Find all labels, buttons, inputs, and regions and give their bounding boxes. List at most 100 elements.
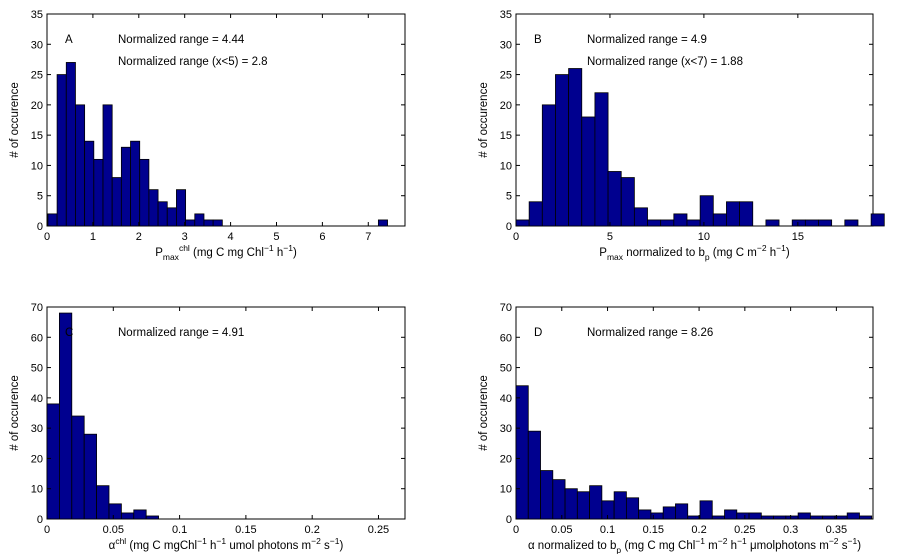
histogram-bar: [739, 201, 754, 227]
y-tick-label: 30: [500, 39, 512, 51]
x-axis-label: α normalized to bp (mg C mg Chl−1 m−2 h−…: [528, 536, 861, 554]
histogram-bar: [564, 488, 578, 520]
histogram-bar: [785, 515, 799, 520]
y-tick-label: 0: [506, 221, 512, 233]
y-tick-label: 20: [500, 453, 512, 465]
x-tick-label: 3: [182, 231, 188, 243]
panel-letter: B: [534, 34, 542, 46]
histogram-bar: [804, 219, 819, 227]
panel-d: 0 10 20 30 40 50 60 70 0 0.05 0.1 0.15 0.2 0.25 0.3 0.3…: [478, 302, 874, 554]
y-tick-label: 5: [506, 191, 512, 203]
x-tick-label: 4: [228, 231, 234, 243]
histogram-bar: [594, 92, 609, 227]
histogram-bar: [687, 515, 701, 520]
x-tick-label: 0.2: [305, 524, 320, 536]
y-tick-label: 10: [500, 160, 512, 172]
x-tick-label: 0: [44, 231, 50, 243]
y-axis-label: # of occurence: [9, 375, 21, 450]
panel-c: 0 10 20 30 40 50 60 70 0 0.05 0.1 0.15 0.2 0.25 C Norma…: [9, 302, 406, 552]
histogram-bar: [515, 385, 529, 520]
histogram-bar: [108, 503, 122, 520]
panel-letter: A: [65, 34, 73, 46]
histogram-bar: [699, 500, 713, 520]
x-tick-label: 0: [513, 231, 519, 243]
x-tick-label: 0: [513, 524, 519, 536]
x-tick-label: 0.2: [691, 524, 706, 536]
histogram-bar: [589, 485, 603, 520]
histogram-bar: [675, 503, 689, 520]
x-tick-label: 0.15: [643, 524, 664, 536]
histogram-bar: [47, 213, 58, 227]
histogram-bar: [613, 491, 627, 520]
y-tick-label: 20: [500, 100, 512, 112]
histogram-bar: [84, 140, 95, 227]
histogram-bar: [139, 158, 150, 227]
histogram-bar: [377, 219, 388, 227]
y-tick-label: 0: [37, 514, 43, 526]
histogram-bar: [686, 219, 701, 227]
histogram-bar: [712, 213, 727, 227]
y-tick-label: 70: [31, 302, 43, 314]
x-tick-label: 0.05: [551, 524, 572, 536]
panel-letter: D: [534, 327, 542, 339]
normalized-range-annotation: Normalized range = 4.91: [118, 327, 244, 339]
histogram-bar: [65, 62, 76, 227]
y-tick-label: 0: [37, 221, 43, 233]
histogram-bar: [515, 219, 530, 227]
y-axis-label: # of occurence: [9, 82, 21, 157]
histogram-bar: [844, 219, 859, 227]
y-tick-label: 60: [31, 332, 43, 344]
histogram-bar: [157, 201, 168, 227]
histogram-bar: [552, 479, 566, 520]
y-tick-label: 30: [31, 423, 43, 435]
x-axis-label: Pmaxchl (mg C mg Chl−1 h−1): [155, 243, 297, 262]
histogram-bar: [148, 189, 159, 227]
histogram-bar: [212, 219, 223, 227]
x-axis-label: Pmax normalized to bp (mg C m−2 h−1): [599, 243, 790, 262]
histogram-bar: [797, 512, 811, 520]
y-tick-label: 15: [31, 130, 43, 142]
y-tick-label: 35: [500, 9, 512, 21]
histogram-bar: [859, 515, 873, 520]
histogram-bar: [194, 213, 205, 227]
histogram-bar: [620, 177, 635, 227]
histogram-bar: [607, 171, 622, 227]
histogram-bar: [576, 491, 590, 520]
x-axis-label: αchl (mg C mgChl−1 h−1 umol photons m−2 …: [109, 536, 344, 552]
histogram-bar: [760, 515, 774, 520]
histogram-bar: [662, 506, 676, 520]
plot-area: [515, 306, 874, 520]
histogram-bar: [93, 158, 104, 227]
histogram-bar: [822, 515, 836, 520]
y-tick-label: 10: [31, 160, 43, 172]
y-axis-label: # of occurence: [478, 82, 490, 157]
y-tick-label: 70: [500, 302, 512, 314]
x-tick-label: 10: [698, 231, 710, 243]
y-tick-label: 25: [31, 70, 43, 82]
x-tick-label: 0.35: [826, 524, 847, 536]
x-tick-label: 5: [607, 231, 613, 243]
y-tick-label: 25: [500, 70, 512, 82]
histogram-bar: [102, 104, 113, 227]
y-tick-label: 50: [500, 363, 512, 375]
y-axis-label: # of occurence: [478, 375, 490, 450]
histogram-bar: [166, 207, 177, 227]
y-tick-label: 10: [500, 484, 512, 496]
histogram-bar: [120, 512, 135, 520]
y-tick-label: 30: [500, 423, 512, 435]
histogram-bar: [581, 116, 596, 227]
y-tick-label: 35: [31, 9, 43, 21]
histogram-bar: [647, 219, 662, 227]
histogram-bar: [540, 470, 554, 520]
y-tick-label: 0: [506, 514, 512, 526]
histogram-bar: [46, 403, 60, 520]
histogram-bar: [185, 219, 196, 227]
y-tick-label: 30: [31, 39, 43, 51]
normalized-range-annotation: Normalized range (x<7) = 1.88: [587, 56, 743, 68]
histogram-bar: [748, 512, 762, 520]
histogram-bar: [58, 312, 73, 520]
histogram-bar: [133, 509, 147, 520]
histogram-bar: [650, 512, 664, 520]
x-tick-label: 0.25: [734, 524, 755, 536]
